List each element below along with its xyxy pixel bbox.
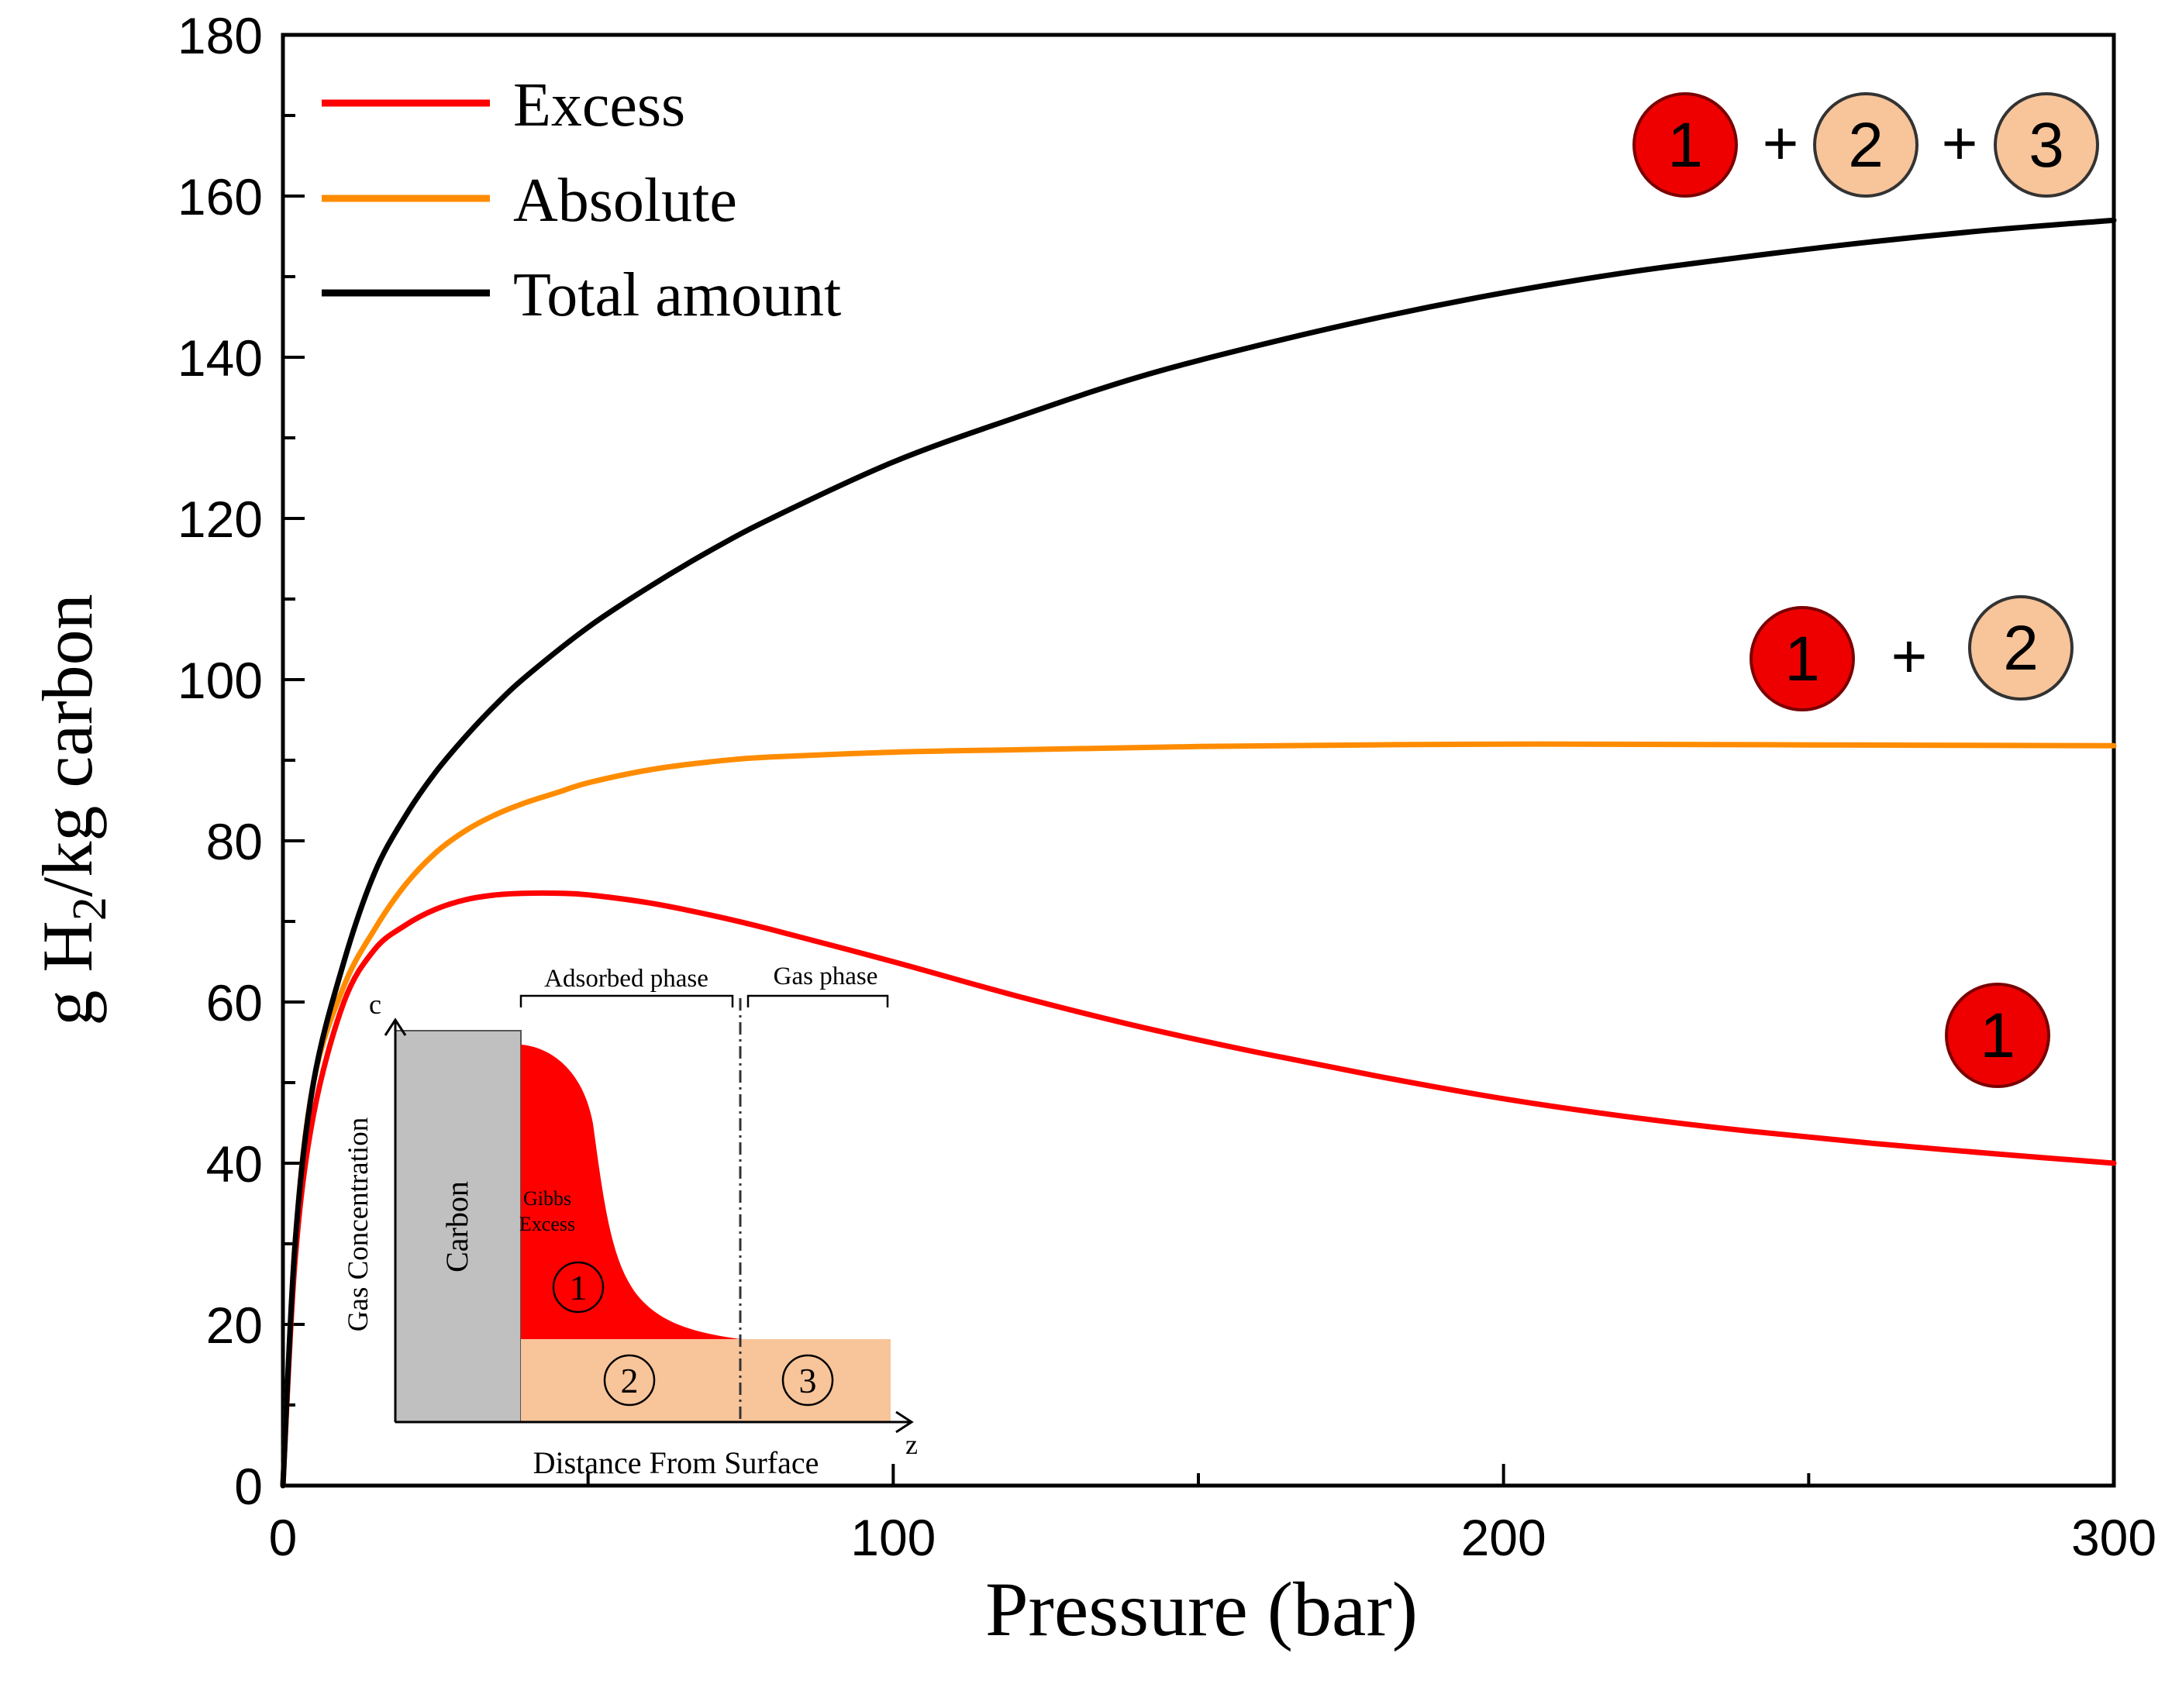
inset-gas-phase-label: Gas phase: [774, 962, 878, 990]
inset-x-arrowhead: [895, 1410, 914, 1434]
inset-x-axis-letter: z: [905, 1429, 918, 1460]
inset-zone-1-number: 1: [570, 1268, 588, 1307]
y-tick-label: 100: [178, 652, 263, 709]
inset-schematic: Carbon c z Gas Concentration Distance Fr…: [343, 962, 918, 1480]
x-tick-label: 300: [2071, 1509, 2156, 1566]
y-tick-label: 120: [178, 491, 263, 548]
y-axis-label-subscript: 2: [64, 897, 116, 921]
marker-1-number: 1: [1784, 624, 1820, 694]
inset-zone-2-marker: [603, 1354, 656, 1407]
y-tick-label: 180: [178, 7, 263, 64]
y-tick-label: 40: [206, 1135, 263, 1193]
inset-gibbs-excess-region: [521, 1045, 740, 1339]
x-axis-label: Pressure (bar): [985, 1566, 1418, 1652]
inset-carbon-label: Carbon: [440, 1181, 474, 1272]
annotation-total: 1 + 2 + 3: [1632, 92, 2099, 198]
inset-y-arrowhead: [384, 1018, 407, 1036]
y-axis-label: g H2/kg carbon: [28, 594, 116, 1025]
inset-gas-bracket: [746, 994, 889, 1007]
inset-zone-2-number: 2: [621, 1361, 639, 1400]
annotation-excess: 1: [1945, 983, 2050, 1088]
series-line-excess: [280, 890, 2117, 1489]
x-tick-label: 200: [1461, 1509, 1546, 1566]
annotation-absolute: 1 + 2: [1750, 595, 2074, 711]
plus-sign: +: [1763, 108, 1799, 177]
inset-zone-3-number: 3: [799, 1361, 817, 1400]
y-tick-label: 0: [234, 1458, 263, 1515]
marker-2: [1968, 595, 2074, 701]
y-tick-label: 140: [178, 329, 263, 387]
tick-labels: 0 20 40 60 80 100 120 140 160 180 0 100 200 300: [178, 7, 2156, 1566]
y-tick-label: 20: [206, 1296, 263, 1354]
inset-carbon-block: [395, 1030, 522, 1423]
legend-label-absolute: Absolute: [513, 167, 737, 235]
inset-y-axis-letter: c: [369, 989, 381, 1020]
inset-gibbs-label: Gibbs: [523, 1187, 571, 1210]
legend-label-excess: Excess: [513, 71, 685, 139]
marker-3: [1994, 92, 2099, 198]
inset-y-axis-label: Gas Concentration: [343, 1117, 374, 1331]
marker-1: [1632, 92, 1738, 198]
y-tick-label: 160: [178, 168, 263, 226]
inset-adsorbed-phase-label: Adsorbed phase: [544, 965, 708, 993]
marker-1-number: 1: [1980, 1000, 2015, 1071]
inset-zone-3-marker: [781, 1354, 834, 1407]
y-tick-label: 80: [206, 813, 263, 870]
x-tick-label: 0: [269, 1509, 298, 1566]
inset-x-axis-label: Distance From Surface: [533, 1445, 819, 1480]
legend: Excess Absolute Total amount: [322, 71, 841, 329]
series-line-absolute: [280, 741, 2117, 1489]
marker-2-number: 2: [2003, 613, 2039, 684]
inset-adsorbed-bracket: [519, 994, 734, 1007]
marker-1: [1750, 606, 1855, 711]
marker-2-number: 2: [1848, 110, 1884, 181]
y-axis-label-prefix: g H: [28, 921, 107, 1025]
y-axis-label-suffix: /kg carbon: [28, 594, 107, 897]
x-tick-label: 100: [850, 1509, 936, 1566]
marker-1: [1945, 983, 2050, 1088]
legend-label-total: Total amount: [513, 261, 841, 329]
inset-zone-1-marker: [552, 1261, 605, 1314]
inset-excess-label: Excess: [519, 1213, 575, 1235]
series-lines: [280, 217, 2117, 1489]
inset-bulk-gas-region: [521, 1339, 891, 1422]
series-line-total-amount: [280, 217, 2117, 1489]
marker-3-number: 3: [2029, 110, 2064, 181]
plus-sign: +: [1891, 622, 1928, 690]
y-tick-label: 60: [206, 974, 263, 1031]
marker-2: [1813, 92, 1919, 198]
plus-sign: +: [1942, 108, 1978, 177]
marker-1-number: 1: [1667, 110, 1703, 181]
